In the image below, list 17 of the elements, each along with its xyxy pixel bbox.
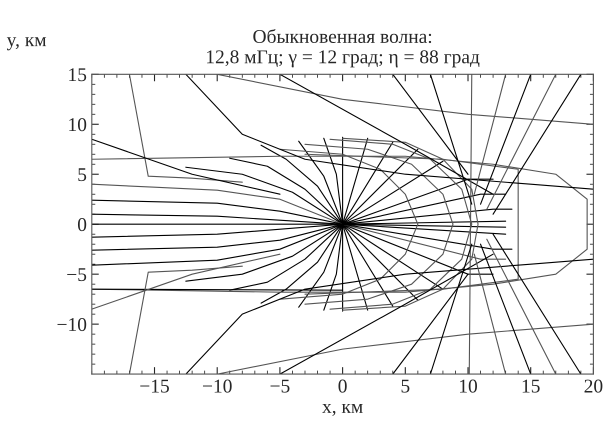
- x-tick-label: 0: [338, 380, 347, 393]
- x-tick-label: 10: [460, 380, 477, 393]
- x-tick-label: 5: [402, 380, 410, 393]
- x-axis-title: x, км: [322, 404, 363, 416]
- chart-title: Обыкновенная волна: 12,8 мГц; γ = 12 град; η = 88 град: [207, 28, 480, 68]
- y-tick-label: 15: [69, 68, 86, 82]
- y-tick-label: 5: [78, 168, 86, 182]
- x-tick-label: 15: [522, 380, 540, 393]
- y-tick-label: 10: [69, 118, 86, 132]
- x-tick-label: 20: [584, 380, 602, 393]
- x-tick-label: −5: [270, 380, 290, 393]
- y-axis-title: y, км: [6, 37, 46, 50]
- y-tick-label: −5: [67, 268, 86, 282]
- x-tick-label: −15: [140, 380, 169, 393]
- x-tick-label: −10: [202, 380, 232, 393]
- y-tick-label: −10: [58, 318, 86, 332]
- y-tick-label: 0: [78, 218, 86, 232]
